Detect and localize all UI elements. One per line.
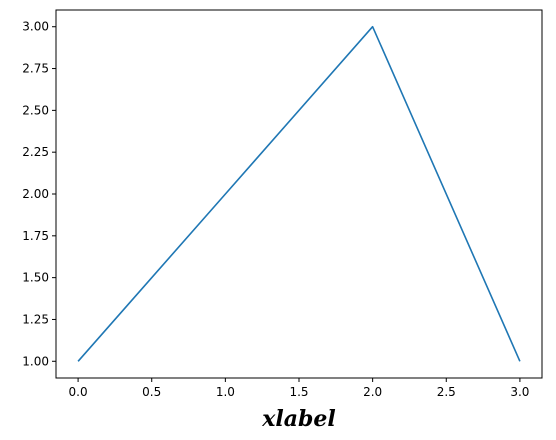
x-tick-label: 0.0 bbox=[69, 385, 88, 399]
y-tick-label: 3.00 bbox=[22, 20, 49, 34]
y-tick-label: 2.00 bbox=[22, 187, 49, 201]
y-tick-label: 1.00 bbox=[22, 354, 49, 368]
y-tick-label: 2.50 bbox=[22, 103, 49, 117]
x-tick-label: 2.5 bbox=[437, 385, 456, 399]
x-tick-label: 2.0 bbox=[363, 385, 382, 399]
x-tick-label: 1.0 bbox=[216, 385, 235, 399]
y-tick-label: 1.25 bbox=[22, 312, 49, 326]
x-axis-ticks: 0.0 0.5 1.0 1.5 2.0 2.5 3.0 bbox=[69, 378, 529, 399]
x-tick-label: 3.0 bbox=[510, 385, 529, 399]
y-tick-label: 1.50 bbox=[22, 271, 49, 285]
series-line bbox=[77, 25, 521, 362]
y-tick-label: 1.75 bbox=[22, 229, 49, 243]
x-tick-label: 0.5 bbox=[142, 385, 161, 399]
x-axis-label: xlabel bbox=[261, 406, 335, 432]
plot-area bbox=[77, 25, 521, 362]
y-tick-label: 2.75 bbox=[22, 62, 49, 76]
y-tick-label: 2.25 bbox=[22, 145, 49, 159]
y-axis-ticks: 1.00 1.25 1.50 1.75 2.00 2.25 2.50 2.75 3.00 bbox=[22, 20, 56, 368]
x-tick-label: 1.5 bbox=[289, 385, 308, 399]
axes-frame bbox=[55, 9, 543, 379]
